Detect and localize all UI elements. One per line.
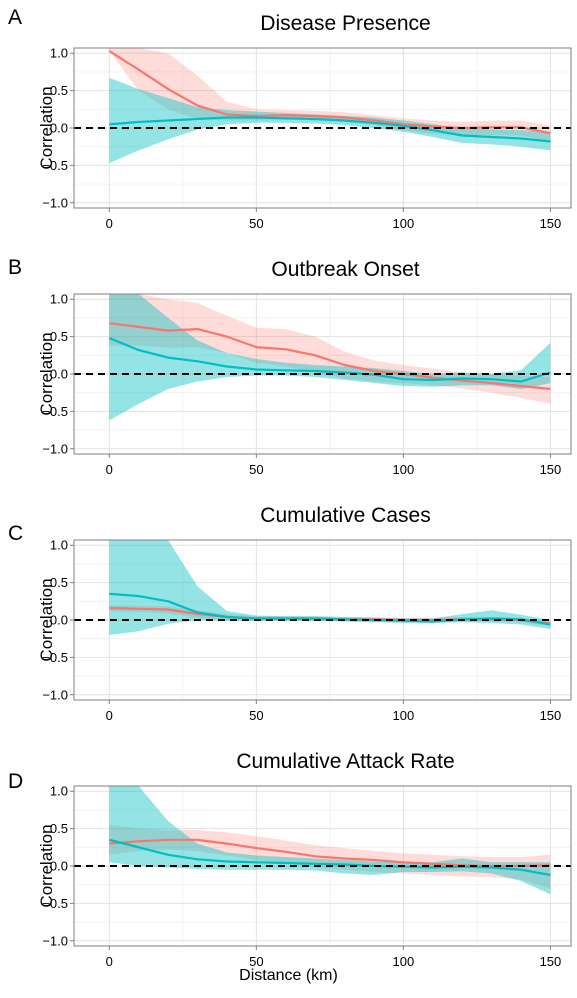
- x-tick-label: 50: [249, 462, 263, 477]
- y-axis-title: Correlation: [37, 824, 56, 907]
- y-tick-label: −1.0: [42, 195, 68, 210]
- y-tick-label: 1.0: [50, 784, 68, 799]
- x-tick-label: 150: [540, 708, 562, 723]
- y-tick-label: 1.0: [50, 46, 68, 61]
- series-line-teal: [109, 116, 551, 143]
- confidence-band-teal: [109, 294, 551, 421]
- panel-title: Outbreak Onset: [271, 258, 419, 281]
- series-line-teal: [109, 592, 551, 626]
- series-line-teal: [109, 838, 551, 877]
- y-tick-label: 1.0: [50, 538, 68, 553]
- x-tick-label: 0: [106, 954, 113, 969]
- confidence-band-red: [109, 294, 551, 404]
- x-tick-label: 50: [249, 216, 263, 231]
- y-tick-label: 0.5: [50, 83, 68, 98]
- x-tick-label: 50: [249, 708, 263, 723]
- y-tick-label: −1.0: [42, 933, 68, 948]
- y-tick-label: −0.5: [42, 404, 68, 419]
- x-tick-label: 50: [249, 954, 263, 969]
- y-tick-label: −1.0: [42, 441, 68, 456]
- x-tick-label: 100: [393, 954, 415, 969]
- x-tick-label: 0: [106, 708, 113, 723]
- panel-title: Cumulative Attack Rate: [236, 750, 454, 773]
- panel-title: Cumulative Cases: [260, 504, 430, 527]
- y-axis-title: Correlation: [37, 332, 56, 415]
- panel-letter: A: [8, 6, 22, 29]
- x-tick-label: 0: [106, 216, 113, 231]
- y-tick-label: 0.5: [50, 575, 68, 590]
- y-tick-label: −0.5: [42, 650, 68, 665]
- y-tick-label: 0.0: [50, 613, 68, 628]
- y-tick-label: 0.0: [50, 367, 68, 382]
- y-tick-label: 0.5: [50, 329, 68, 344]
- panel-title: Disease Presence: [260, 12, 430, 35]
- panel-c: 0 50 100 150 1.0 0.5 0.0 −0.5 −1.0 Correlation Cum…: [8, 504, 572, 723]
- x-tick-label: 0: [106, 462, 113, 477]
- x-tick-label: 100: [393, 708, 415, 723]
- y-tick-label: 1.0: [50, 292, 68, 307]
- y-tick-label: −1.0: [42, 687, 68, 702]
- x-tick-label: 150: [540, 954, 562, 969]
- panel-d: 0 50 100 150 1.0 0.5 0.0 −0.5 −1.0 Correlation Cum…: [8, 750, 572, 969]
- y-tick-label: 0.5: [50, 821, 68, 836]
- y-tick-label: −0.5: [42, 896, 68, 911]
- panel-b: 0 50 100 150 1.0 0.5 0.0 −0.5 −1.0 Correlation Out…: [8, 256, 572, 477]
- x-tick-label: 150: [540, 462, 562, 477]
- series-line-teal: [108, 337, 551, 383]
- x-tick-label: 150: [540, 216, 562, 231]
- data-layer: [108, 294, 551, 421]
- x-tick-label: 100: [393, 462, 415, 477]
- x-tick-label: 100: [393, 216, 415, 231]
- series-line-red: [109, 322, 551, 391]
- panel-letter: B: [8, 256, 22, 279]
- x-axis-title: Distance (km): [239, 967, 338, 984]
- y-tick-label: −0.5: [42, 158, 68, 173]
- y-tick-label: 0.0: [50, 859, 68, 874]
- y-axis-title: Correlation: [37, 578, 56, 661]
- confidence-band-teal: [109, 540, 551, 635]
- y-axis-title: Correlation: [37, 86, 56, 169]
- panel-letter: D: [8, 770, 23, 793]
- panel-a: 0 50 100 150 1.0 0.5 0.0 −0.5 −1.0 Correlation Dis…: [8, 6, 572, 231]
- panel-letter: C: [8, 522, 23, 545]
- y-tick-label: 0.0: [50, 121, 68, 136]
